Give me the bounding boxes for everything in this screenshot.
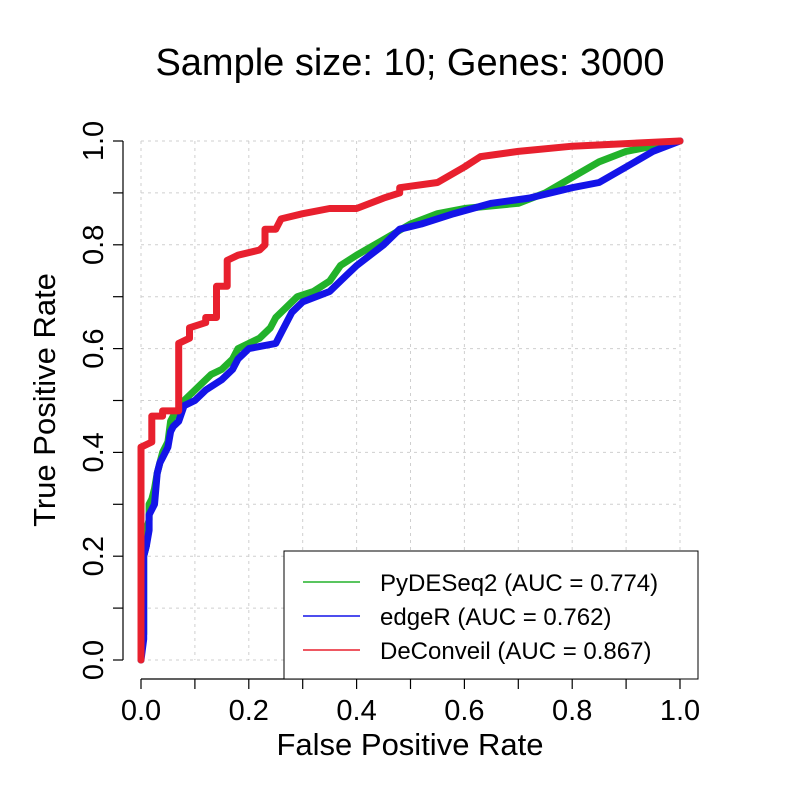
x-tick-label: 0.8 xyxy=(552,695,592,727)
x-tick-label: 0.2 xyxy=(229,695,269,727)
legend-box xyxy=(283,550,699,680)
chart-title: Sample size: 10; Genes: 3000 xyxy=(155,42,664,84)
series-line-2 xyxy=(137,137,684,664)
x-tick-label: 1.0 xyxy=(660,695,700,727)
y-axis-label: True Positive Rate xyxy=(27,273,62,527)
y-tick-label: 0.6 xyxy=(78,328,110,368)
x-axis-ticks: 0.0 0.2 0.4 0.6 0.8 1.0 xyxy=(121,679,700,727)
y-tick-label: 0.2 xyxy=(78,536,110,576)
y-axis-ticks: 0.0 0.2 0.4 0.6 0.8 1.0 xyxy=(78,121,123,680)
x-tick-label: 0.0 xyxy=(121,695,161,727)
x-tick-label: 0.4 xyxy=(336,695,376,727)
series-line-1 xyxy=(137,137,684,664)
y-tick-label: 0.4 xyxy=(78,432,110,472)
y-tick-label: 1.0 xyxy=(78,121,110,161)
legend-label: edgeR (AUC = 0.762) xyxy=(380,604,611,631)
series-layer xyxy=(137,137,684,664)
legend: PyDESeq2 (AUC = 0.774) edgeR (AUC = 0.762… xyxy=(283,550,699,680)
y-tick-label: 0.0 xyxy=(78,640,110,680)
legend-label: DeConveil (AUC = 0.867) xyxy=(380,638,651,665)
y-tick-label: 0.8 xyxy=(78,225,110,265)
x-axis-label: False Positive Rate xyxy=(276,727,543,762)
series-line-0 xyxy=(137,137,684,664)
x-tick-label: 0.6 xyxy=(444,695,484,727)
legend-label: PyDESeq2 (AUC = 0.774) xyxy=(380,570,658,597)
